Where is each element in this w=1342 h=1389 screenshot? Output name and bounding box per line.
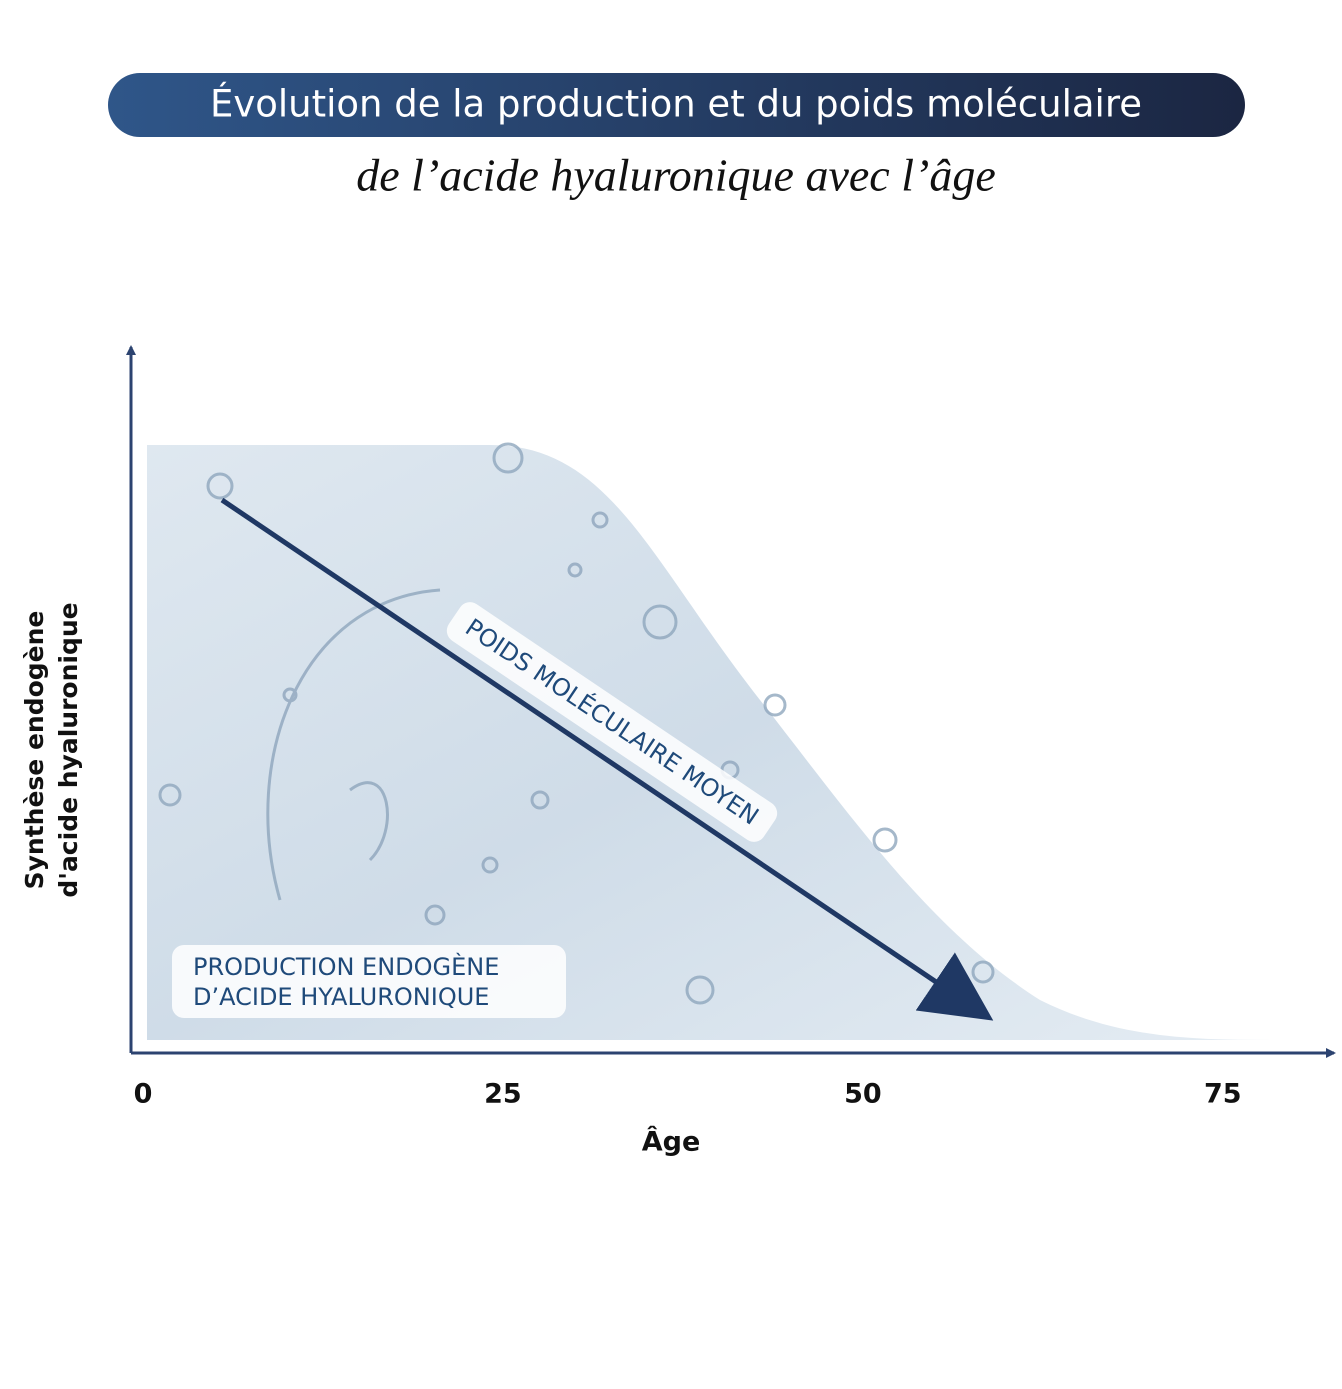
annotation: PRODUCTION ENDOGÈNE: [193, 952, 499, 981]
chart-title: Évolution de la production et du poids m…: [210, 82, 1142, 126]
x-tick-label: 50: [844, 1079, 882, 1110]
area-shape: [147, 445, 1280, 1040]
x-tick-label: 25: [484, 1079, 522, 1110]
y-axis-label: Synthèse endogène: [20, 611, 49, 890]
x-axis-label: Âge: [642, 1126, 701, 1158]
label-box: [446, 602, 778, 842]
label-box: [172, 945, 566, 1018]
x-tick-label: 75: [1204, 1079, 1242, 1110]
x-tick-label: 0: [134, 1079, 153, 1110]
trend-arrow: [220, 497, 994, 1021]
chart-subtitle: de l’acide hyaluronique avec l’âge: [356, 150, 996, 201]
title-pill: [108, 73, 1245, 137]
annotation: D’ACIDE HYALURONIQUE: [193, 983, 489, 1011]
y-axis-label: d'acide hyaluronique: [54, 602, 83, 897]
